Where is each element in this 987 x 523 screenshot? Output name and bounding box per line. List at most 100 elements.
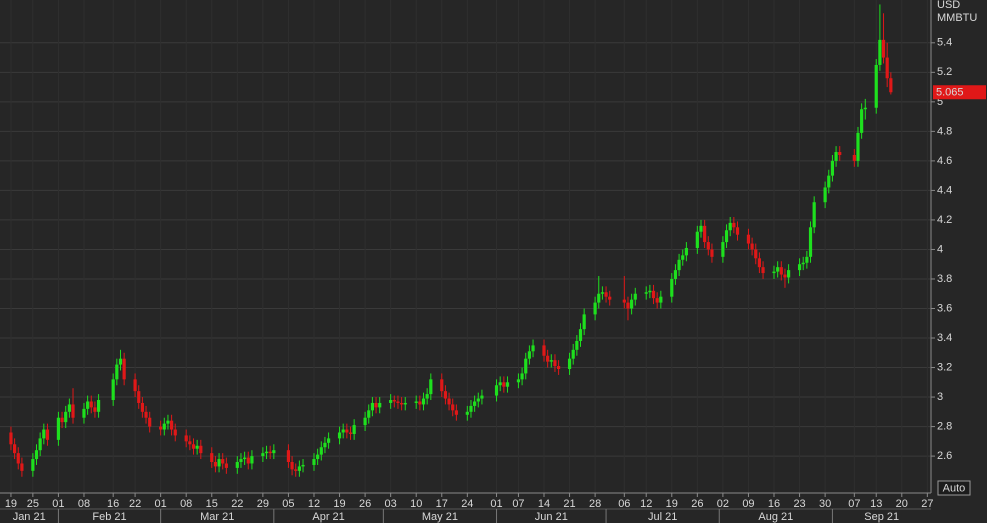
candle-body (480, 395, 484, 399)
candle-body (400, 402, 404, 405)
candle-body (9, 432, 13, 445)
candle-body (20, 463, 24, 471)
candle-body (706, 242, 710, 250)
auto-button-label[interactable]: Auto (943, 482, 966, 494)
candle-body (633, 293, 637, 300)
candle-body (367, 410, 371, 418)
x-tick-label: 13 (870, 498, 882, 510)
candle-body (505, 382, 510, 387)
candle-body (695, 231, 699, 248)
candle-body (567, 358, 572, 370)
candle-body (162, 423, 166, 430)
candle-body (476, 398, 480, 402)
candle-body (414, 401, 418, 403)
auto-button[interactable] (937, 480, 971, 496)
candle-body (221, 459, 225, 464)
x-tick-label: 05 (282, 498, 294, 510)
x-tick-label: 08 (180, 498, 192, 510)
candle-body (425, 394, 429, 399)
x-tick-label: 02 (717, 498, 729, 510)
candle-body (56, 417, 61, 440)
candle-body (776, 267, 780, 272)
candle-body (294, 469, 298, 471)
x-tick-label: 30 (819, 498, 831, 510)
candle-body (834, 152, 838, 161)
x-tick-label: 21 (563, 498, 575, 510)
candle-body (885, 57, 889, 79)
candle-body (812, 202, 816, 228)
candle-body (239, 459, 243, 463)
candle-body (224, 463, 228, 468)
candle-body (443, 391, 448, 399)
candle-body (681, 255, 685, 260)
month-label: Apr 21 (312, 511, 344, 523)
x-tick-label: 12 (308, 498, 320, 510)
candle-body (60, 417, 64, 423)
candle-body (217, 459, 221, 467)
candle-body (184, 435, 188, 442)
last-price-label: 5.065 (936, 87, 964, 99)
y-tick-label: 3.4 (937, 332, 952, 344)
y-tick-label: 4.2 (937, 214, 952, 226)
candle-body (118, 358, 123, 365)
candle-body (754, 249, 758, 259)
candle-body (860, 109, 864, 133)
x-tick-label: 06 (618, 498, 630, 510)
candle-body (301, 464, 305, 467)
candle-body (341, 429, 345, 433)
month-label: Mar 21 (200, 511, 234, 523)
x-tick-label: 22 (231, 498, 243, 510)
candle-body (243, 457, 247, 460)
candle-body (582, 314, 586, 330)
candle-body (392, 400, 396, 402)
candle-body (710, 249, 714, 257)
candle-body (93, 407, 97, 412)
x-tick-label: 19 (666, 498, 678, 510)
candle-body (169, 420, 174, 430)
y-tick-label: 4 (937, 243, 943, 255)
candle-body (473, 401, 477, 406)
candle-body (173, 429, 177, 436)
y-tick-label: 3 (937, 391, 943, 403)
candle-body (13, 444, 17, 454)
candle-body (703, 225, 707, 243)
x-tick-label: 20 (896, 498, 908, 510)
candle-body (721, 242, 725, 257)
candle-body (261, 453, 265, 457)
candle-body (838, 152, 842, 155)
candle-body (440, 379, 444, 392)
candle-body (597, 293, 601, 303)
y-tick-label: 5.4 (937, 37, 952, 49)
candle-body (608, 296, 612, 300)
x-tick-label: 15 (206, 498, 218, 510)
candle-body (498, 382, 502, 386)
candle-body (801, 262, 805, 265)
candle-body (757, 258, 762, 268)
candle-body (272, 450, 276, 454)
candle-body (575, 340, 579, 350)
x-tick-label: 28 (589, 498, 601, 510)
candle-body (148, 417, 152, 427)
candle-body (772, 271, 776, 274)
candle-body (856, 132, 860, 161)
candle-body (213, 462, 218, 467)
candle-body (761, 267, 765, 274)
candle-body (421, 398, 426, 405)
candle-body (644, 292, 648, 294)
y-tick-label: 3.2 (937, 361, 952, 373)
y-tick-label: 4.8 (937, 125, 952, 137)
candle-body (889, 78, 893, 93)
x-tick-label: 01 (490, 498, 502, 510)
candle-body (370, 402, 374, 411)
candle-body (593, 302, 597, 315)
x-tick-label: 09 (742, 498, 754, 510)
month-label: Jun 21 (535, 511, 568, 523)
x-tick-label: 12 (640, 498, 652, 510)
candle-body (549, 360, 553, 362)
candle-body (465, 411, 469, 415)
candle-body (286, 450, 291, 463)
candle-body (724, 230, 729, 243)
candle-body (516, 379, 521, 383)
